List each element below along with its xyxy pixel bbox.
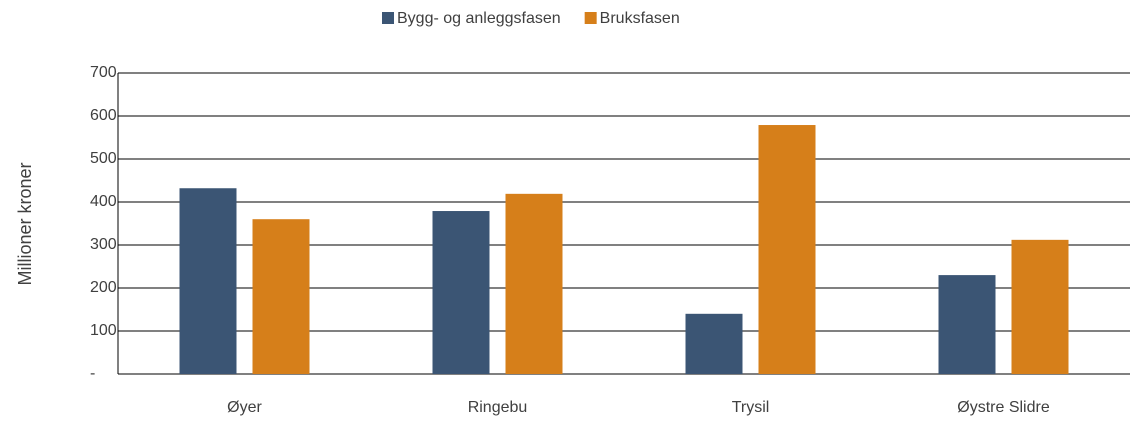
y-tick-label: 500 — [90, 150, 117, 167]
bar — [179, 188, 237, 374]
legend-label: Bygg- og anleggsfasen — [397, 10, 561, 27]
bar — [1011, 239, 1069, 374]
y-tick-label: 100 — [90, 322, 117, 339]
x-tick-label: Ringebu — [468, 399, 528, 416]
y-tick-label: 700 — [90, 64, 117, 81]
legend-swatch — [584, 12, 597, 24]
y-tick-label: 600 — [90, 107, 117, 124]
x-tick-label: Øyer — [227, 399, 262, 416]
bar — [685, 313, 743, 374]
y-tick-label: - — [90, 365, 95, 382]
bar — [758, 125, 816, 374]
legend-label: Bruksfasen — [600, 10, 680, 27]
bar — [938, 275, 996, 374]
y-tick-label: 400 — [90, 193, 117, 210]
y-tick-label: 200 — [90, 279, 117, 296]
bar — [505, 193, 563, 374]
y-axis-label: Millioner kroner — [15, 162, 35, 285]
x-tick-label: Trysil — [732, 399, 770, 416]
bar — [432, 211, 490, 374]
y-tick-label: 300 — [90, 236, 117, 253]
legend-swatch — [382, 12, 394, 24]
bar — [252, 219, 310, 374]
x-tick-label: Øystre Slidre — [957, 399, 1050, 416]
